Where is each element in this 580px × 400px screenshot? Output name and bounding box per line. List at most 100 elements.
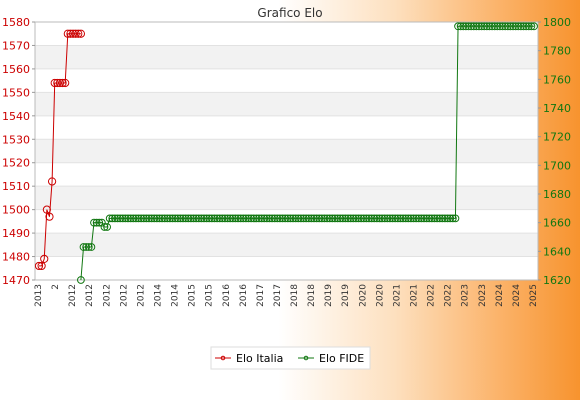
- x-tick-label: 2012: [68, 284, 78, 307]
- x-tick-label: 2018: [307, 284, 317, 307]
- elo-fide-point: [276, 214, 284, 223]
- elo-italia-point: [74, 29, 83, 38]
- elo-fide-point: [228, 214, 237, 223]
- elo-fide-point: [477, 22, 486, 31]
- elo-fide-point: [84, 243, 93, 251]
- elo-fide-point: [95, 218, 104, 227]
- left-tick-label: 1550: [2, 86, 30, 99]
- grid-band: [35, 68, 538, 93]
- elo-fide-point: [97, 218, 106, 227]
- elo-fide-point: [262, 214, 271, 223]
- elo-fide-point: [443, 214, 452, 223]
- elo-fide-point: [422, 214, 431, 223]
- elo-fide-point: [168, 214, 177, 223]
- elo-fide-point: [362, 214, 371, 223]
- x-tick-label: 2012: [102, 284, 112, 307]
- elo-fide-point: [490, 22, 499, 31]
- right-tick-label: 1800: [543, 16, 571, 29]
- elo-fide-point: [307, 214, 316, 223]
- elo-fide-point: [118, 214, 127, 223]
- elo-fide-point: [462, 22, 470, 31]
- legend-box: [210, 346, 371, 370]
- elo-italia-point: [55, 78, 65, 88]
- elo-fide-point: [331, 214, 339, 223]
- elo-fide-point: [139, 214, 148, 223]
- elo-fide-point: [160, 214, 169, 223]
- elo-fide-point: [142, 214, 151, 223]
- elo-italia-point: [40, 254, 49, 263]
- elo-fide-point: [370, 214, 379, 223]
- elo-fide-point: [218, 214, 227, 223]
- grid-band: [35, 139, 538, 163]
- elo-fide-point: [503, 22, 512, 31]
- right-tick-label: 1660: [543, 217, 571, 230]
- elo-fide-point: [446, 214, 455, 223]
- elo-fide-point: [257, 214, 266, 223]
- elo-fide-point: [475, 22, 483, 31]
- x-tick-label: 2017: [256, 284, 266, 307]
- series-elo-italia: [34, 29, 86, 271]
- elo-fide-point: [223, 214, 232, 223]
- x-tick-label: 2024: [495, 284, 505, 307]
- grid-band: [35, 233, 538, 257]
- elo-fide-point: [103, 223, 111, 231]
- elo-fide-point: [312, 214, 321, 223]
- elo-fide-point: [194, 214, 203, 223]
- elo-fide-point: [501, 22, 510, 31]
- elo-fide-point: [393, 214, 402, 223]
- elo-italia-point: [45, 212, 54, 221]
- elo-fide-point: [163, 214, 172, 223]
- elo-fide-point: [367, 214, 376, 223]
- elo-fide-point: [412, 214, 421, 223]
- elo-fide-point: [166, 214, 174, 223]
- elo-fide-point: [459, 22, 468, 31]
- elo-fide-point: [221, 214, 229, 223]
- elo-fide-point: [480, 22, 489, 31]
- elo-italia-point: [66, 29, 75, 38]
- elo-fide-point: [448, 214, 457, 223]
- elo-fide-point: [451, 214, 460, 223]
- elo-italia-point: [47, 177, 57, 186]
- elo-fide-point: [346, 214, 355, 223]
- elo-fide-point: [391, 214, 400, 223]
- elo-fide-point: [506, 22, 515, 31]
- elo-fide-point: [485, 22, 494, 31]
- elo-fide-point: [302, 214, 311, 223]
- elo-fide-point: [524, 22, 533, 31]
- elo-fide-point: [396, 214, 405, 223]
- legend-label-italia: Elo Italia: [236, 352, 283, 365]
- elo-fide-point: [249, 214, 258, 223]
- right-tick-label: 1620: [543, 274, 571, 287]
- elo-fide-point: [255, 214, 263, 223]
- elo-fide-point: [359, 214, 368, 223]
- elo-fide-point: [202, 214, 211, 223]
- elo-fide-point: [281, 214, 290, 223]
- x-tick-label: 2012: [119, 284, 129, 307]
- x-tick-label: 2021: [392, 284, 402, 307]
- elo-fide-point: [82, 243, 91, 251]
- elo-italia-point: [42, 205, 51, 214]
- elo-fide-point: [137, 214, 146, 223]
- elo-italia-point: [37, 261, 46, 271]
- elo-fide-point: [116, 214, 125, 223]
- elo-fide-point: [522, 22, 531, 31]
- elo-fide-point: [226, 214, 235, 223]
- left-tick-label: 1500: [2, 204, 30, 217]
- elo-fide-point: [420, 214, 428, 223]
- x-tick-label: 2023: [478, 284, 488, 307]
- elo-fide-point: [299, 214, 308, 223]
- elo-fide-point: [268, 214, 276, 223]
- elo-fide-point: [270, 214, 279, 223]
- elo-fide-point: [338, 214, 347, 223]
- right-tick-label: 1680: [543, 188, 571, 201]
- x-axis: 2013 2 2012 2012 2012 2012 2012 2014 2014 2015 201…: [34, 284, 539, 307]
- elo-fide-point: [173, 214, 182, 223]
- elo-fide-point: [179, 214, 187, 223]
- x-tick-label: 2020: [358, 284, 368, 307]
- elo-fide-point: [456, 22, 465, 31]
- elo-fide-point: [435, 214, 444, 223]
- right-tick-label: 1700: [543, 159, 571, 172]
- elo-fide-point: [129, 214, 138, 223]
- elo-fide-point: [87, 243, 96, 251]
- left-tick-label: 1470: [2, 274, 30, 287]
